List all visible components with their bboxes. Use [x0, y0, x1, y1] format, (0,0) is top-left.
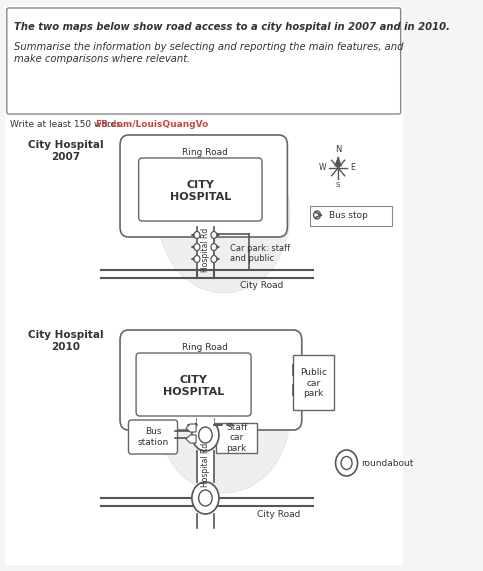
FancyBboxPatch shape — [120, 135, 287, 237]
Bar — [197, 227, 214, 270]
Bar — [293, 355, 334, 410]
Text: Hospital Rd: Hospital Rd — [201, 443, 210, 487]
FancyBboxPatch shape — [310, 206, 392, 226]
Text: Bus stop: Bus stop — [329, 211, 368, 219]
Text: CITY
HOSPITAL: CITY HOSPITAL — [170, 180, 231, 202]
Text: Ring Road: Ring Road — [183, 343, 228, 352]
Text: City Road: City Road — [241, 281, 284, 290]
Text: W: W — [319, 163, 327, 172]
Circle shape — [211, 255, 217, 263]
Circle shape — [158, 337, 290, 493]
Circle shape — [194, 255, 200, 263]
Text: roundabout: roundabout — [361, 459, 413, 468]
Text: The two maps below show road access to a city hospital in 2007 and in 2010.: The two maps below show road access to a… — [14, 22, 450, 32]
Text: CITY
HOSPITAL: CITY HOSPITAL — [163, 375, 224, 397]
Text: N: N — [335, 145, 341, 154]
Circle shape — [211, 243, 217, 251]
Text: City Road: City Road — [257, 510, 300, 519]
FancyBboxPatch shape — [128, 420, 178, 454]
Circle shape — [194, 243, 200, 251]
Bar — [197, 420, 214, 439]
Text: Summarise the information by selecting and reporting the main features, and
make: Summarise the information by selecting a… — [14, 42, 404, 63]
Circle shape — [192, 482, 219, 514]
Circle shape — [336, 450, 357, 476]
Text: FB.com/LouisQuangVo: FB.com/LouisQuangVo — [95, 120, 208, 129]
Bar — [197, 451, 214, 482]
FancyBboxPatch shape — [120, 330, 302, 430]
Text: Bus
station: Bus station — [137, 427, 169, 447]
FancyBboxPatch shape — [136, 353, 251, 416]
Circle shape — [199, 490, 212, 506]
Circle shape — [341, 456, 352, 469]
Polygon shape — [186, 424, 196, 432]
Text: City Hospital
2010: City Hospital 2010 — [28, 330, 104, 352]
Text: Write at least 150 words.: Write at least 150 words. — [10, 120, 129, 129]
FancyBboxPatch shape — [7, 8, 401, 114]
Circle shape — [313, 211, 320, 219]
Text: Staff
car
park: Staff car park — [226, 423, 247, 453]
Bar — [197, 417, 214, 425]
FancyBboxPatch shape — [139, 158, 262, 221]
Bar — [216, 423, 257, 453]
Circle shape — [158, 137, 290, 293]
Text: Car park: staff
and public: Car park: staff and public — [230, 244, 290, 263]
Circle shape — [192, 419, 219, 451]
Text: S: S — [336, 182, 341, 188]
Circle shape — [199, 427, 212, 443]
Text: Ring Road: Ring Road — [183, 148, 228, 157]
Text: E: E — [350, 163, 355, 172]
Polygon shape — [335, 157, 341, 166]
Text: Hospital Rd: Hospital Rd — [201, 228, 210, 272]
Circle shape — [194, 231, 200, 239]
Text: City Hospital
2007: City Hospital 2007 — [28, 140, 104, 162]
Text: Public
car
park: Public car park — [300, 368, 327, 398]
Polygon shape — [186, 435, 196, 443]
Circle shape — [211, 231, 217, 239]
